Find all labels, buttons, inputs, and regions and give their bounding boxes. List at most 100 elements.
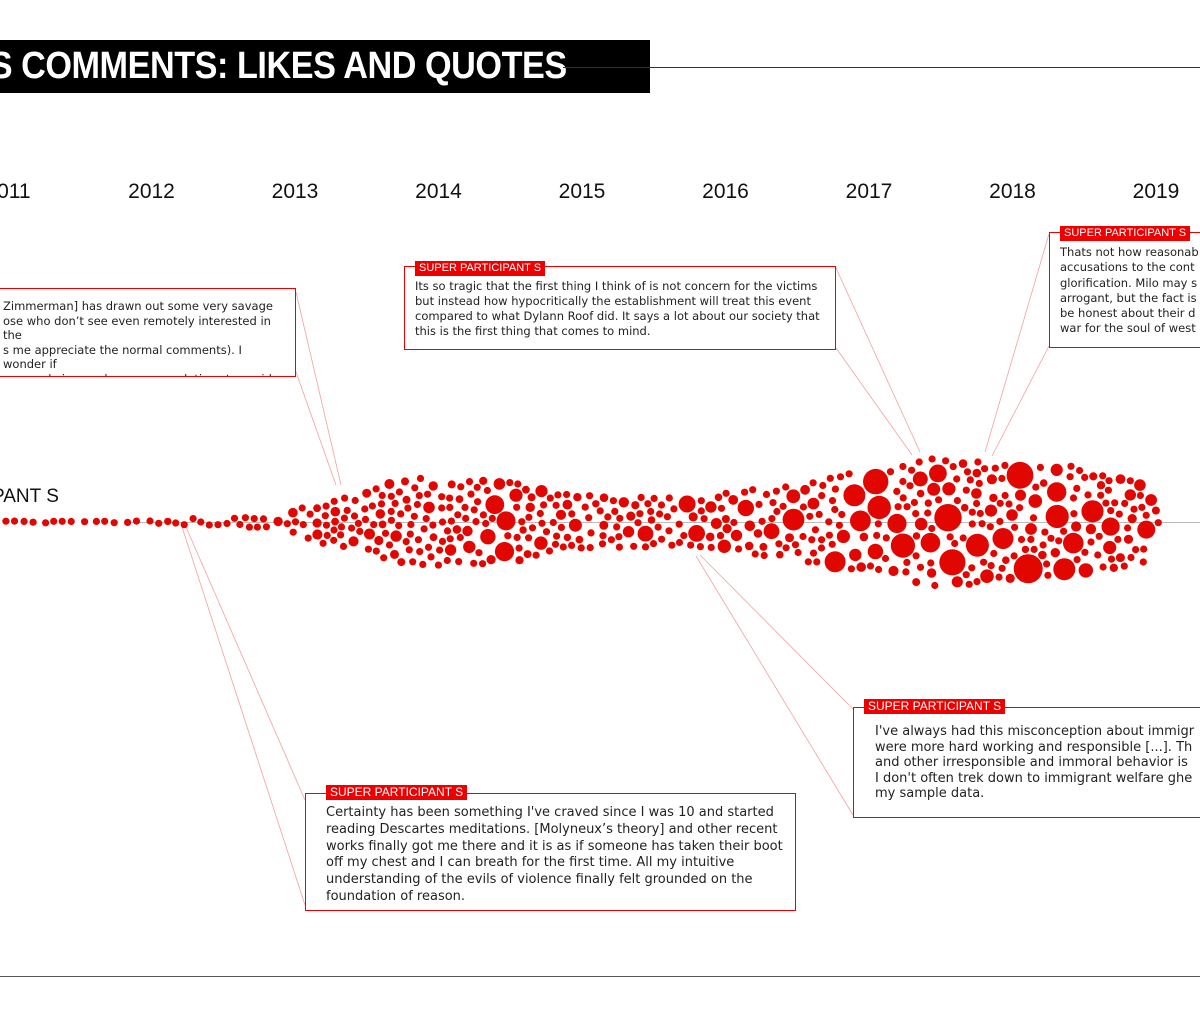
comment-bubble	[675, 520, 683, 528]
quote-box-zimmerman: Zimmerman] has drawn out some very savag…	[0, 288, 296, 377]
quote-text: Certainty has been something I've craved…	[326, 805, 783, 904]
comment-bubble	[596, 507, 604, 515]
super-participant-tag: SUPER PARTICIPANT S	[1060, 226, 1191, 241]
comment-bubble	[1028, 494, 1043, 508]
comment-bubble	[542, 528, 551, 536]
comment-bubble	[1036, 463, 1044, 471]
comment-bubble	[782, 544, 790, 552]
comment-bubble	[1115, 553, 1125, 563]
comment-bubble	[637, 525, 654, 542]
comment-bubble	[573, 493, 582, 502]
comment-bubble	[124, 518, 132, 527]
comment-bubble	[924, 499, 932, 507]
comment-bubble	[1017, 535, 1026, 544]
comment-bubble	[1104, 486, 1112, 494]
comment-bubble	[894, 503, 902, 511]
comment-bubble	[887, 513, 907, 534]
comment-bubble	[663, 513, 672, 521]
comment-bubble	[1044, 571, 1052, 579]
comment-bubble	[205, 521, 213, 529]
comment-bubble	[980, 569, 994, 583]
comment-bubble	[953, 497, 962, 505]
comment-bubble	[1063, 532, 1084, 554]
comment-bubble	[1115, 510, 1123, 518]
comment-bubble	[953, 475, 961, 483]
comment-bubble	[615, 543, 624, 551]
comment-bubble	[697, 497, 705, 505]
comment-bubble	[1067, 462, 1075, 470]
comment-bubble	[1047, 534, 1055, 542]
comment-bubble	[772, 487, 781, 495]
comment-bubble	[696, 543, 705, 551]
quote-leader-line	[835, 267, 921, 453]
comment-bubble	[413, 500, 421, 509]
participant-label: PANT S	[0, 486, 59, 507]
comment-bubble	[1105, 477, 1113, 485]
comment-bubble	[845, 470, 853, 478]
comment-bubble	[1127, 553, 1135, 562]
comment-bubble	[881, 554, 890, 563]
comment-bubble	[808, 536, 816, 544]
comment-bubble	[289, 528, 297, 536]
comment-bubble	[283, 520, 291, 528]
comment-bubble	[760, 551, 768, 560]
comment-bubble	[197, 518, 205, 526]
quote-box-descartes: Certainty has been something I've craved…	[305, 793, 796, 911]
comment-bubble	[528, 524, 537, 532]
comment-bubble	[438, 504, 446, 512]
comment-bubble	[568, 541, 576, 550]
comment-bubble	[1005, 573, 1015, 584]
comment-bubble	[447, 517, 455, 525]
comment-bubble	[405, 546, 413, 554]
comment-bubble	[866, 562, 875, 570]
year-label-2017: 2017	[845, 180, 893, 203]
comment-bubble	[818, 492, 826, 500]
comment-bubble	[974, 458, 982, 466]
comment-bubble	[996, 517, 1004, 526]
comment-bubble	[538, 519, 546, 527]
comment-bubble	[998, 474, 1006, 482]
comment-bubble	[319, 539, 327, 547]
comment-bubble	[1050, 548, 1061, 558]
comment-bubble	[737, 499, 754, 517]
comment-bubble	[768, 515, 776, 523]
comment-bubble	[912, 552, 920, 560]
comment-bubble	[946, 533, 954, 541]
comment-bubble	[1123, 534, 1134, 544]
comment-bubble	[387, 492, 395, 500]
comment-bubble	[424, 490, 432, 498]
comment-bubble	[250, 515, 258, 523]
comment-bubble	[763, 523, 780, 540]
year-label-2016: 2016	[702, 180, 749, 203]
comment-bubble	[312, 529, 323, 540]
comment-bubble	[986, 523, 994, 531]
comment-bubble	[989, 493, 998, 503]
comment-bubble	[665, 494, 673, 502]
comment-bubble	[728, 495, 739, 505]
comment-bubble	[963, 468, 972, 476]
comment-bubble	[1076, 466, 1084, 475]
comment-bubble	[372, 485, 380, 493]
comment-bubble	[553, 532, 561, 540]
comment-bubble	[2, 517, 10, 525]
comment-bubble	[1066, 473, 1074, 481]
comment-bubble	[380, 554, 388, 562]
comment-bubble	[782, 483, 790, 491]
comment-bubble	[828, 540, 836, 548]
comment-bubble	[824, 551, 846, 573]
comment-bubble	[1127, 514, 1137, 524]
comment-bubble	[536, 509, 544, 518]
quote-leader-line	[295, 371, 337, 486]
comment-bubble	[416, 548, 424, 556]
comment-bubble	[630, 542, 638, 550]
comment-bubble	[705, 532, 715, 542]
comment-bubble	[1013, 554, 1043, 584]
quote-box-immigrants: I've always had this misconception about…	[853, 707, 1200, 818]
comment-bubble	[809, 549, 818, 557]
comment-bubble	[598, 540, 607, 548]
comment-bubble	[455, 558, 463, 566]
comment-bubble	[1140, 545, 1148, 553]
comment-bubble	[50, 517, 58, 525]
comment-bubble	[1030, 545, 1038, 554]
comment-bubble	[688, 512, 698, 522]
